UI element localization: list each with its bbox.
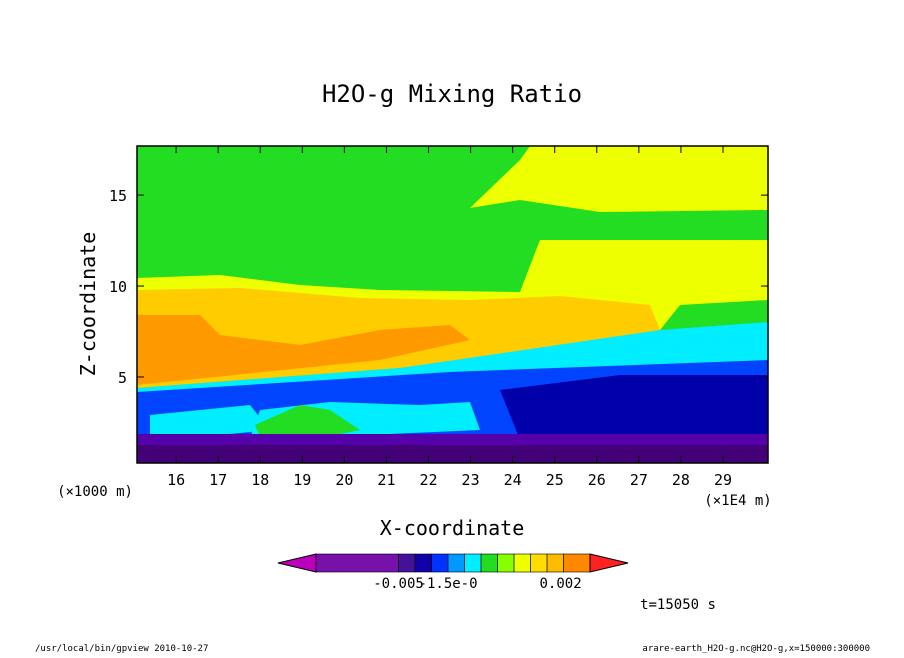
time-label: t=15050 s bbox=[640, 597, 716, 613]
region bbox=[137, 315, 470, 385]
region bbox=[255, 405, 360, 438]
x-tick-label: 25 bbox=[546, 471, 564, 489]
colorbar-segment bbox=[447, 553, 465, 573]
footer-right: arare-earth_H2O-g.nc@H2O-g,x=150000:3000… bbox=[642, 644, 870, 654]
colorbar-segment bbox=[398, 553, 416, 573]
region bbox=[470, 146, 768, 212]
y-tick-label: 10 bbox=[109, 278, 127, 296]
x-tick-label: 21 bbox=[377, 471, 395, 489]
footer-left: /usr/local/bin/gpview 2010-10-27 bbox=[35, 644, 208, 654]
colorbar-segment bbox=[546, 553, 564, 573]
colorbar-end bbox=[589, 553, 629, 573]
colorbar-segment bbox=[530, 553, 548, 573]
y-tick-label: 5 bbox=[118, 369, 127, 387]
plot-frame bbox=[136, 145, 769, 464]
x-tick-label: 20 bbox=[335, 471, 353, 489]
colorbar-label: 0.002 bbox=[540, 576, 582, 592]
y-axis-title: Z-coordinate bbox=[76, 232, 100, 377]
colorbar-segment bbox=[513, 553, 531, 573]
x-tick-label: 22 bbox=[419, 471, 437, 489]
chart-title: H2O-g Mixing Ratio bbox=[322, 80, 582, 108]
colorbar-segment bbox=[464, 553, 482, 573]
x-tick-label: 24 bbox=[504, 471, 522, 489]
x-tick-label: 16 bbox=[167, 471, 185, 489]
x-unit-label: (×1E4 m) bbox=[704, 493, 771, 509]
x-tick-label: 27 bbox=[630, 471, 648, 489]
region bbox=[150, 405, 270, 437]
colorbar-segment bbox=[414, 553, 432, 573]
colorbar-end bbox=[277, 553, 317, 573]
region bbox=[500, 375, 768, 440]
colorbar-label: -1.5e-0 bbox=[419, 576, 478, 592]
colorbar-segment bbox=[315, 553, 399, 573]
y-unit-label: (×1000 m) bbox=[57, 484, 133, 500]
colorbar-segment bbox=[563, 553, 591, 573]
colorbar-segment bbox=[497, 553, 515, 573]
colorbar-label: -0.005 bbox=[373, 576, 424, 592]
contour-field bbox=[137, 146, 768, 463]
x-tick-label: 28 bbox=[672, 471, 690, 489]
x-tick-label: 19 bbox=[293, 471, 311, 489]
x-tick-label: 18 bbox=[251, 471, 269, 489]
region bbox=[137, 445, 768, 463]
y-tick-label: 15 bbox=[109, 187, 127, 205]
colorbar-segment bbox=[480, 553, 498, 573]
x-tick-label: 26 bbox=[588, 471, 606, 489]
colorbar-segment bbox=[431, 553, 449, 573]
x-tick-label: 29 bbox=[714, 471, 732, 489]
x-tick-label: 23 bbox=[462, 471, 480, 489]
x-axis-title: X-coordinate bbox=[380, 516, 525, 540]
x-tick-label: 17 bbox=[209, 471, 227, 489]
